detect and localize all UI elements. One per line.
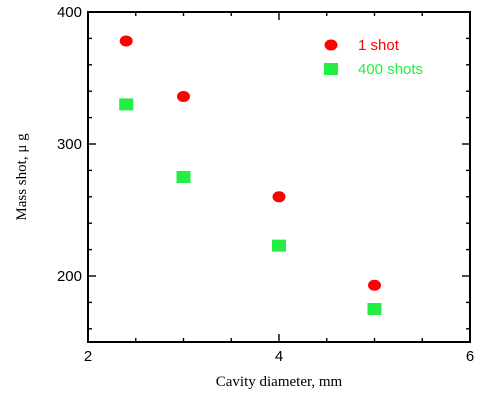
data-point-1 <box>177 90 190 102</box>
data-point-2 <box>367 303 382 315</box>
data-point-1 <box>119 35 133 47</box>
data-point-1 <box>368 279 381 291</box>
x-tick-label: 6 <box>466 348 474 365</box>
legend-marker-1 <box>324 39 338 51</box>
y-tick-label: 200 <box>57 268 82 285</box>
legend: 1 shot 400 shots <box>324 37 423 78</box>
legend-label-2: 400 shots <box>358 61 423 78</box>
legend-marker-2 <box>324 63 338 75</box>
y-axis-title: Mass shot, μ g <box>14 133 30 221</box>
legend-label-1: 1 shot <box>358 37 400 54</box>
x-tick-label: 2 <box>84 348 92 365</box>
y-tick-label: 300 <box>57 136 82 153</box>
data-point-2 <box>272 239 286 252</box>
y-tick-label: 400 <box>57 4 82 21</box>
data-point-2 <box>119 98 134 111</box>
x-tick-label: 4 <box>275 348 283 365</box>
x-axis-title: Cavity diameter, mm <box>216 374 343 390</box>
data-point-1 <box>272 191 286 203</box>
data-point-2 <box>176 171 191 183</box>
